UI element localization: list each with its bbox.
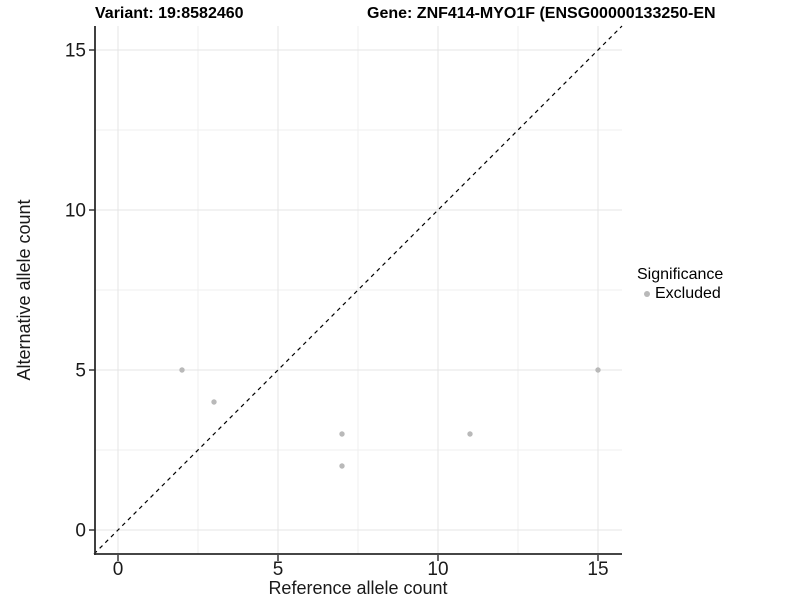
x-axis-tick-label: 5 — [273, 559, 284, 580]
excluded-point-icon — [644, 291, 650, 297]
legend-item-label: Excluded — [655, 285, 721, 302]
x-axis-tick-label: 10 — [427, 559, 448, 580]
data-point — [339, 431, 345, 437]
legend-item-excluded: Excluded — [637, 285, 723, 303]
gridlines-major — [94, 26, 622, 554]
plot-title-variant: Variant: 19:8582460 — [95, 5, 244, 22]
data-point — [339, 463, 345, 469]
axis-ticks-group — [89, 49, 599, 561]
data-points-group — [179, 367, 601, 469]
legend: Significance Excluded — [637, 266, 723, 303]
legend-title: Significance — [637, 266, 724, 283]
plot-title-gene: Gene: ZNF414-MYO1F (ENSG00000133250-EN — [367, 5, 716, 22]
data-point — [211, 399, 217, 405]
x-axis-tick-label: 0 — [113, 559, 124, 580]
axis-tick-labels-group: 0 5 10 15 0 5 10 15 — [65, 41, 609, 581]
data-point — [179, 367, 185, 373]
y-axis-tick-label: 5 — [75, 361, 86, 382]
y-axis-tick-label: 0 — [75, 521, 86, 542]
x-axis-tick-label: 15 — [587, 559, 608, 580]
y-axis-tick-label: 10 — [65, 201, 86, 222]
y-axis-tick-label: 15 — [65, 41, 86, 62]
data-point — [595, 367, 601, 373]
data-point — [467, 431, 473, 437]
x-axis-title: Reference allele count — [268, 578, 447, 598]
gridlines-minor — [94, 26, 622, 554]
y-axis-title: Alternative allele count — [14, 199, 34, 380]
axis-lines-group — [94, 26, 622, 555]
